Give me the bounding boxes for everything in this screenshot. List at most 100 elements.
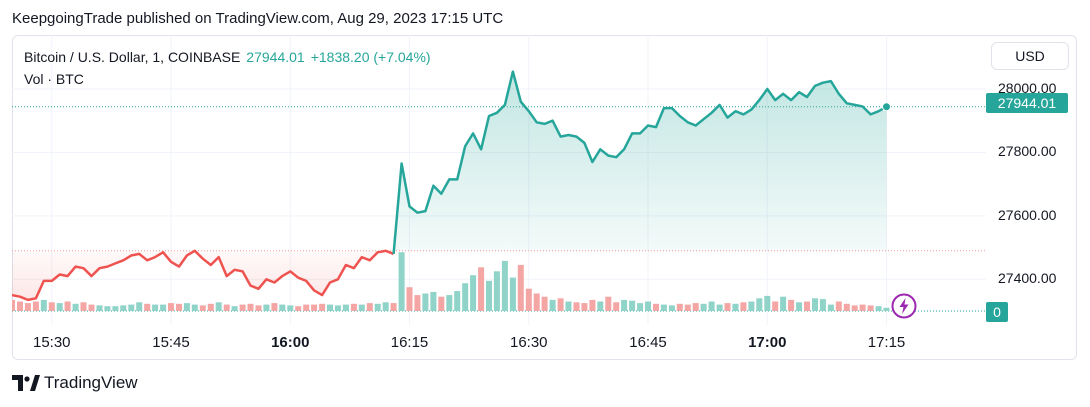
price-tick-label: 27400.00 <box>998 270 1057 287</box>
publisher-byline: KeepgoingTrade published on TradingView.… <box>12 10 504 27</box>
volume-bar <box>32 301 39 311</box>
volume-bar <box>96 305 103 311</box>
volume-bar <box>867 305 874 311</box>
volume-bar <box>597 301 604 311</box>
time-tick-label: 17:00 <box>748 334 787 351</box>
symbol-title: Bitcoin / U.S. Dollar, 1, COINBASE <box>24 49 241 65</box>
volume-bar <box>613 302 620 311</box>
volume-bar <box>819 299 826 311</box>
time-tick-label: 16:15 <box>390 334 429 351</box>
volume-bar <box>756 298 763 311</box>
volume-bar <box>501 260 508 311</box>
volume-bar <box>303 304 310 311</box>
volume-bar <box>533 293 540 311</box>
price-tick-label: 27600.00 <box>998 206 1057 223</box>
volume-bar <box>287 305 294 311</box>
price-tick-label: 27800.00 <box>998 143 1057 160</box>
volume-bar <box>509 277 516 311</box>
volume-bar <box>875 306 882 311</box>
volume-bar <box>183 303 190 311</box>
volume-bar <box>144 303 151 311</box>
time-tick-label: 15:30 <box>32 334 71 351</box>
time-tick-label: 16:30 <box>509 334 548 351</box>
volume-bar <box>605 296 612 311</box>
volume-bar <box>136 302 143 311</box>
lightning-icon[interactable] <box>891 293 917 319</box>
chart-legend: Bitcoin / U.S. Dollar, 1, COINBASE 27944.… <box>24 47 431 87</box>
volume-bar <box>796 302 803 311</box>
volume-bar <box>478 267 485 311</box>
volume-bar <box>621 299 628 311</box>
volume-bar <box>788 299 795 311</box>
volume-bar <box>72 303 79 311</box>
volume-bar <box>629 300 636 311</box>
volume-bar <box>112 306 119 311</box>
volume-bar <box>342 304 349 311</box>
volume-bar <box>446 295 453 311</box>
price-tick-label: 28000.00 <box>998 80 1057 97</box>
volume-bar <box>80 302 87 311</box>
volume-bar <box>239 304 246 311</box>
volume-bar <box>382 302 389 311</box>
volume-bar <box>462 283 469 311</box>
volume-bar <box>327 304 333 311</box>
currency-button[interactable]: USD <box>991 42 1069 70</box>
volume-bar <box>152 304 159 311</box>
volume-bar <box>573 302 580 311</box>
volume-bar <box>684 304 691 311</box>
volume-bar <box>334 305 341 311</box>
volume-bar <box>827 304 834 311</box>
volume-bar <box>692 303 699 311</box>
volume-bar <box>215 302 222 311</box>
volume-bar <box>565 301 572 311</box>
volume-bar <box>541 296 548 311</box>
volume-bar <box>104 306 111 311</box>
volume-bar <box>883 307 890 311</box>
volume-bar <box>422 293 429 311</box>
volume-bar <box>17 301 23 311</box>
volume-bar <box>708 301 715 311</box>
volume-bar <box>454 291 461 311</box>
volume-bar <box>406 287 413 311</box>
volume-bar <box>350 303 357 311</box>
volume-bar <box>358 304 365 311</box>
volume-bar <box>525 288 532 311</box>
volume-bar <box>120 305 127 311</box>
volume-bar <box>653 303 659 311</box>
volume-bar <box>438 296 445 311</box>
volume-bar <box>430 291 437 311</box>
volume-bar <box>366 303 373 311</box>
time-tick-label: 16:45 <box>629 334 667 351</box>
volume-bar <box>414 295 421 311</box>
volume-bar <box>859 304 866 311</box>
volume-bar <box>247 303 254 311</box>
volume-bar <box>645 301 651 311</box>
volume-bar <box>557 298 564 311</box>
volume-bar <box>374 303 381 311</box>
volume-bar <box>199 305 206 311</box>
volume-bar <box>732 303 739 311</box>
footer-brand[interactable]: TradingView <box>12 373 138 393</box>
volume-bar <box>700 303 707 311</box>
volume-bar <box>581 303 588 311</box>
volume-bar <box>24 303 31 311</box>
volume-bar <box>676 303 683 311</box>
tradingview-logo-icon <box>12 375 40 391</box>
chart-plot[interactable] <box>12 35 986 325</box>
volume-bar <box>176 303 182 311</box>
volume-bar <box>64 301 71 311</box>
volume-bar <box>589 299 596 311</box>
volume-bar <box>168 303 174 311</box>
volume-bar <box>835 301 842 311</box>
volume-bar <box>271 303 278 311</box>
volume-bar <box>12 299 15 311</box>
volume-bar <box>311 304 318 311</box>
volume-bar <box>804 301 810 311</box>
volume-tag: 0 <box>986 302 1008 322</box>
volume-bar <box>740 302 747 311</box>
volume-bar <box>207 303 214 311</box>
down-area-fill <box>12 250 394 300</box>
time-tick-label: 15:45 <box>152 334 190 351</box>
volume-bar <box>780 296 787 311</box>
volume-bar <box>716 304 723 311</box>
